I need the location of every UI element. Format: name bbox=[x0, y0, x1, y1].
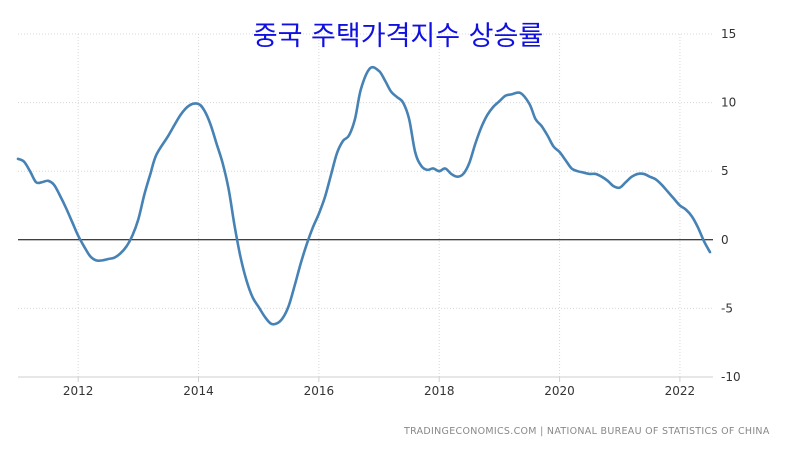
x-tick-label: 2018 bbox=[424, 384, 455, 398]
x-tick-label: 2022 bbox=[665, 384, 696, 398]
y-tick-label: 0 bbox=[721, 233, 729, 247]
x-tick-label: 2012 bbox=[63, 384, 94, 398]
chart-title: 중국 주택가격지수 상승률 bbox=[253, 21, 543, 52]
x-tick-label: 2020 bbox=[544, 384, 575, 398]
y-tick-label: 5 bbox=[721, 164, 729, 178]
y-tick-label: 15 bbox=[721, 27, 736, 41]
y-tick-label: 10 bbox=[721, 96, 736, 110]
x-tick-label: 2016 bbox=[304, 384, 335, 398]
source-attribution: TRADINGECONOMICS.COM | NATIONAL BUREAU O… bbox=[404, 426, 770, 437]
x-axis-ticks: 2012 2014 2016 2018 2020 2022 bbox=[63, 377, 695, 398]
y-axis-ticks: 15 10 5 0 -5 -10 bbox=[721, 27, 741, 384]
y-tick-label: -10 bbox=[721, 370, 741, 384]
x-tick-label: 2014 bbox=[183, 384, 214, 398]
series-line bbox=[16, 65, 712, 326]
grid-lines bbox=[18, 33, 713, 377]
y-tick-label: -5 bbox=[721, 301, 733, 315]
